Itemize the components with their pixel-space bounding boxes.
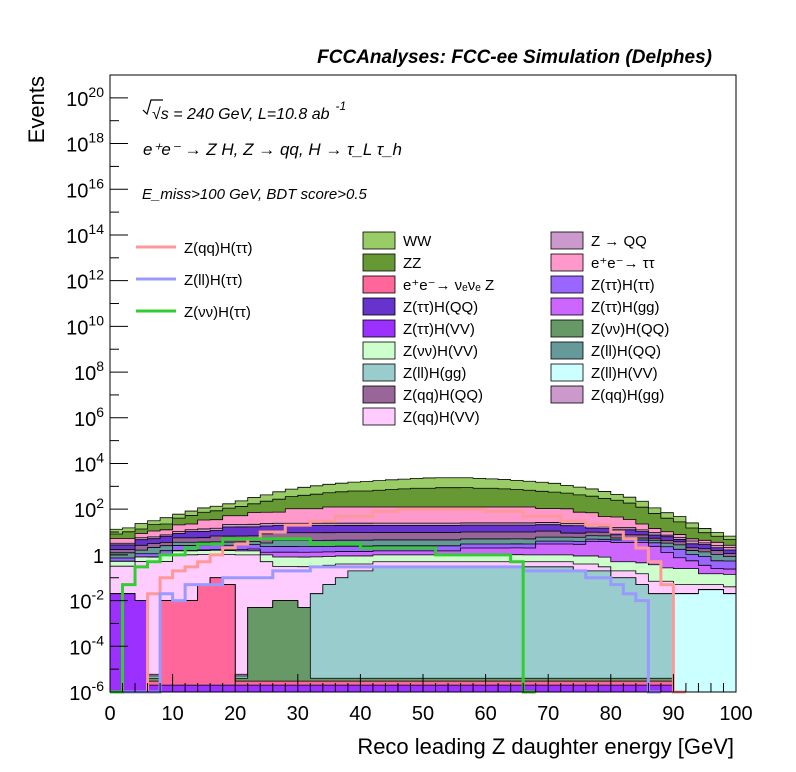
line-Z(qq)H(ττ) (110, 507, 686, 694)
legend-label: e⁺e⁻→ ττ (591, 255, 655, 272)
y-tick-label: 10-6 (69, 678, 104, 705)
legend-swatch (550, 253, 584, 272)
x-tick-label: 40 (349, 703, 371, 725)
legend-swatch (362, 253, 396, 272)
x-tick-label: 100 (719, 703, 752, 725)
x-tick-label: 20 (224, 703, 246, 725)
x-tick-label: 0 (104, 703, 115, 725)
legend-label: Z(νν)H(QQ) (591, 321, 669, 338)
legend-swatch (550, 363, 584, 382)
y-tick-label: 1018 (66, 130, 104, 157)
legend-swatch (550, 297, 584, 316)
legend-signals: Z(qq)H(ττ) Z(ll)H(ττ) Z(νν)H(ττ) (136, 240, 253, 321)
y-tick-label: 1014 (66, 221, 104, 248)
legend-label: Z → QQ (591, 233, 647, 250)
legend-line-label: Z(qq)H(ττ) (184, 240, 253, 257)
legend-line-label: Z(ll)H(ττ) (184, 272, 243, 289)
legend-label: WW (403, 233, 432, 250)
y-tick-label: 10-4 (69, 632, 104, 659)
legend-swatch (550, 275, 584, 294)
legend-label: Z(qq)H(VV) (403, 409, 480, 426)
y-tick-label: 1020 (66, 84, 104, 111)
legend-label: Z(νν)H(VV) (403, 343, 478, 360)
legend-label: Z(ττ)H(QQ) (403, 299, 478, 316)
y-tick-label: 1010 (66, 312, 104, 339)
line-Z(νν)H(ττ) (110, 537, 536, 694)
legend-label: Z(ll)H(VV) (591, 365, 658, 382)
legend-label: e⁺e⁻→ νₑνₑ Z (403, 277, 494, 294)
legend-swatch (362, 385, 396, 404)
annotation-process: e⁺e⁻ → Z H, Z → qq, H → τ_L τ_h (143, 140, 402, 159)
y-axis: 10-6 10-4 10-2 1 102 104 106 108 1010 1012 1014 101… (66, 84, 128, 705)
signal-lines (110, 507, 686, 694)
y-tick-label: 104 (74, 449, 104, 476)
legend-swatch (550, 231, 584, 250)
x-tick-label: 70 (537, 703, 559, 725)
legend-swatch (362, 319, 396, 338)
chart-title: FCCAnalyses: FCC-ee Simulation (Delphes) (317, 47, 712, 68)
legend-label: Z(qq)H(gg) (591, 387, 664, 404)
x-tick-label: 50 (412, 703, 434, 725)
legend-line-label: Z(νν)H(ττ) (184, 304, 251, 321)
x-tick-label: 90 (662, 703, 684, 725)
x-tick-label: 30 (287, 703, 309, 725)
y-tick-label: 1012 (66, 267, 104, 294)
legend-swatch (550, 341, 584, 360)
legend-backgrounds: WW ZZ e⁺e⁻→ νₑνₑ Z Z(ττ)H(QQ) Z(ττ)H(VV) Z(νν… (362, 231, 669, 426)
y-tick-label: 102 (74, 495, 104, 522)
legend-swatch (550, 385, 584, 404)
legend-label: Z(ll)H(QQ) (591, 343, 661, 360)
legend-label: Z(ττ)H(ττ) (591, 277, 655, 294)
legend-swatch (362, 341, 396, 360)
y-tick-label: 1016 (66, 175, 104, 202)
legend-swatch (550, 319, 584, 338)
x-tick-label: 60 (474, 703, 496, 725)
legend-swatch (362, 407, 396, 426)
annotation-energy-text: √s = 240 GeV, L=10.8 ab -1 (152, 99, 346, 123)
sqrt-symbol (142, 99, 163, 116)
legend-swatch (362, 231, 396, 250)
annotation-selection: E_miss>100 GeV, BDT score>0.5 (142, 186, 367, 203)
y-tick-label: 1 (93, 546, 104, 568)
y-axis-label: Events (24, 76, 49, 143)
y-tick-label: 108 (74, 358, 104, 385)
y-tick-label: 106 (74, 404, 104, 431)
x-tick-label: 80 (600, 703, 622, 725)
legend-label: Z(qq)H(QQ) (403, 387, 483, 404)
legend-label: Z(ττ)H(gg) (591, 299, 660, 316)
x-axis: 0 10 20 30 40 50 60 70 80 90 100 (104, 674, 753, 725)
legend-label: ZZ (403, 255, 421, 272)
line-Z(ll)H(ττ) (110, 565, 661, 694)
x-tick-label: 10 (161, 703, 183, 725)
legend-label: Z(ττ)H(VV) (403, 321, 475, 338)
y-tick-label: 10-2 (69, 587, 104, 614)
legend-label: Z(ll)H(gg) (403, 365, 466, 382)
legend-swatch (362, 297, 396, 316)
annotation-energy: √s = 240 GeV, L=10.8 ab -1 (142, 99, 346, 123)
legend-swatch (362, 275, 396, 294)
legend-swatch (362, 363, 396, 382)
x-axis-label: Reco leading Z daughter energy [GeV] (357, 734, 734, 759)
